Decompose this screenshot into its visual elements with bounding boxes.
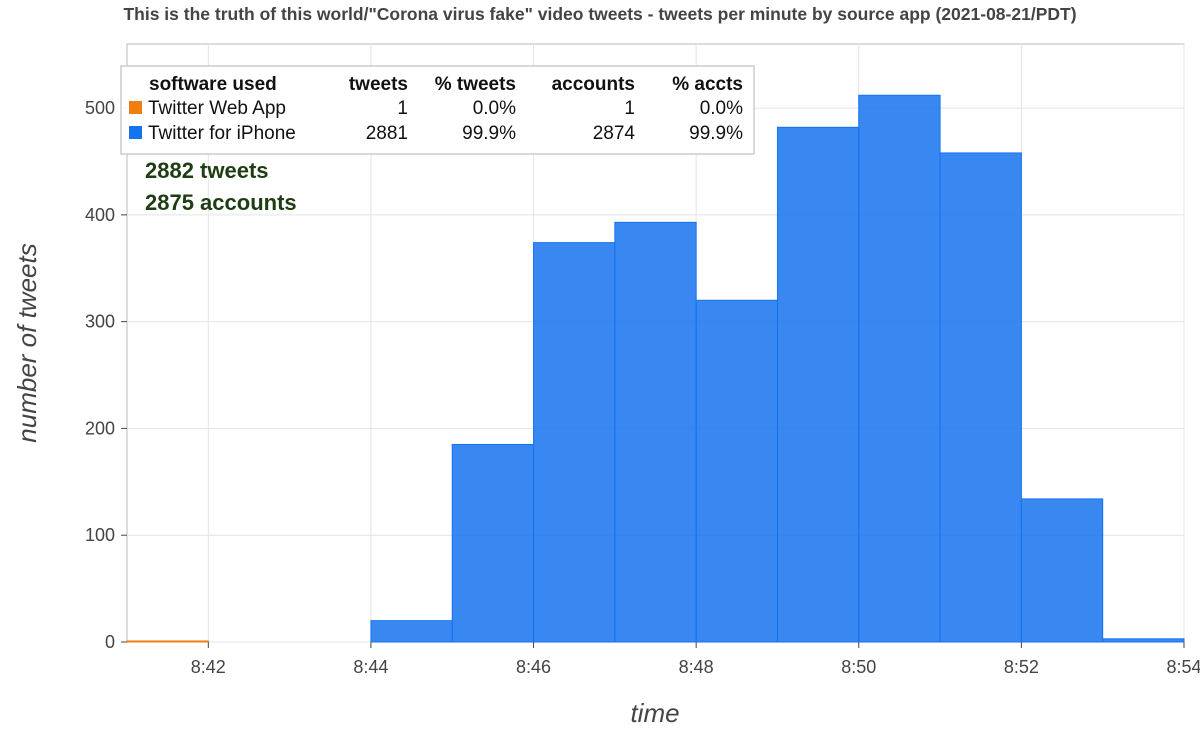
annotation-tweet-total: 2882 tweets	[145, 158, 269, 183]
legend-header-accounts: accounts	[552, 74, 635, 95]
axis-ticks: 0 100 200 300 400 500 8:42 8:44 8:46 8:48 8:50 8:52…	[85, 98, 1200, 677]
x-tick-label-848: 8:48	[679, 657, 714, 677]
histogram-bars	[126, 94, 1185, 643]
bar-series1-bin5	[776, 126, 860, 643]
bar-series1-bin0	[370, 620, 453, 643]
legend-swatch-web-app	[129, 101, 142, 114]
y-tick-label-0: 0	[105, 632, 115, 652]
legend-pct-accts-web-app: 0.0%	[700, 98, 743, 119]
legend-accounts-web-app: 1	[624, 98, 635, 119]
x-tick-label-846: 8:46	[516, 657, 551, 677]
legend-pct-accts-iphone: 99.9%	[689, 123, 743, 144]
y-tick-label-500: 500	[85, 98, 115, 118]
legend-tweets-iphone: 2881	[366, 123, 408, 144]
bar-series1-bin6	[858, 94, 941, 643]
legend-header-pct-tweets: % tweets	[435, 74, 516, 95]
x-tick-label-844: 8:44	[353, 657, 388, 677]
x-axis-label: time	[630, 698, 679, 728]
annotation-account-total: 2875 accounts	[145, 190, 297, 215]
y-tick-label-400: 400	[85, 205, 115, 225]
legend-name-iphone: Twitter for iPhone	[148, 123, 296, 144]
y-tick-label-100: 100	[85, 525, 115, 545]
legend-box	[120, 65, 755, 155]
legend-pct-tweets-iphone: 99.9%	[462, 123, 516, 144]
legend-tweets-web-app: 1	[397, 98, 408, 119]
legend-header-software: software used	[149, 74, 277, 95]
legend-header-pct-accts: % accts	[672, 74, 743, 95]
bar-series0-bin0	[126, 640, 209, 643]
x-tick-label-842: 8:42	[191, 657, 226, 677]
legend: software used tweets % tweets accounts %…	[120, 65, 755, 155]
bar-series1-bin4	[695, 299, 778, 643]
bar-series1-bin1	[451, 443, 535, 643]
y-axis-label: number of tweets	[12, 243, 42, 442]
bar-series1-bin2	[533, 242, 616, 643]
chart-title: This is the truth of this world/"Corona …	[123, 4, 1077, 24]
legend-header-tweets: tweets	[349, 74, 408, 95]
bar-series1-bin3	[614, 221, 697, 643]
x-tick-label-852: 8:52	[1004, 657, 1039, 677]
bar-series1-bin9	[1102, 638, 1185, 643]
y-tick-label-200: 200	[85, 418, 115, 438]
x-tick-label-854: 8:54	[1166, 657, 1200, 677]
legend-accounts-iphone: 2874	[593, 123, 636, 144]
bar-series1-bin7	[939, 152, 1022, 643]
x-tick-label-850: 8:50	[841, 657, 876, 677]
bar-series1-bin8	[1020, 498, 1104, 643]
legend-name-web-app: Twitter Web App	[148, 98, 286, 119]
legend-pct-tweets-web-app: 0.0%	[473, 98, 516, 119]
y-tick-label-300: 300	[85, 312, 115, 332]
legend-swatch-iphone	[129, 126, 142, 139]
